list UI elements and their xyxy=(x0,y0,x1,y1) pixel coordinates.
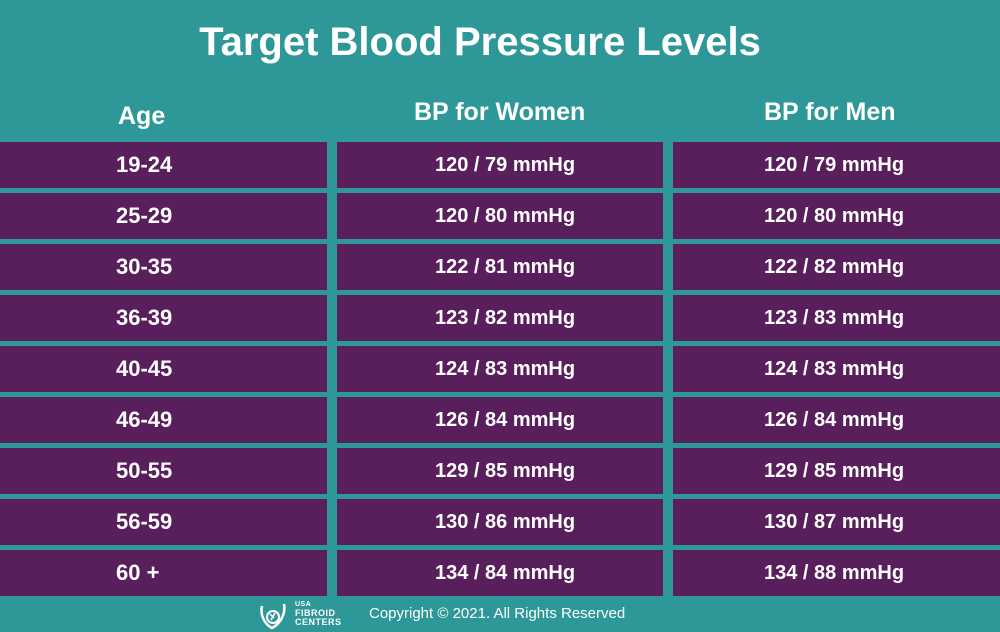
age-cell: 60 + xyxy=(0,550,327,596)
men-bp-cell: 122 / 82 mmHg xyxy=(673,244,1000,290)
age-cell: 56-59 xyxy=(0,499,327,545)
women-bp-cell: 120 / 80 mmHg xyxy=(337,193,663,239)
men-bp-cell: 130 / 87 mmHg xyxy=(673,499,1000,545)
bp-table: 19-24 120 / 79 mmHg 120 / 79 mmHg 25-29 120 … xyxy=(0,142,1000,596)
logo-line-usa: USA xyxy=(295,601,312,608)
logo-mark-icon xyxy=(260,603,286,630)
age-cell: 46-49 xyxy=(0,397,327,443)
table-row: 46-49 126 / 84 mmHg 126 / 84 mmHg xyxy=(0,397,1000,443)
men-bp-cell: 120 / 80 mmHg xyxy=(673,193,1000,239)
table-row: 36-39 123 / 82 mmHg 123 / 83 mmHg xyxy=(0,295,1000,341)
footer: USA FIBROID CENTERS Copyright © 2021. Al… xyxy=(0,596,1000,632)
table-row: 56-59 130 / 86 mmHg 130 / 87 mmHg xyxy=(0,499,1000,545)
age-cell: 50-55 xyxy=(0,448,327,494)
usa-fibroid-centers-logo: USA FIBROID CENTERS xyxy=(258,600,354,630)
table-row: 50-55 129 / 85 mmHg 129 / 85 mmHg xyxy=(0,448,1000,494)
women-bp-cell: 129 / 85 mmHg xyxy=(337,448,663,494)
women-bp-cell: 126 / 84 mmHg xyxy=(337,397,663,443)
women-bp-cell: 122 / 81 mmHg xyxy=(337,244,663,290)
men-bp-cell: 123 / 83 mmHg xyxy=(673,295,1000,341)
logo-text: USA FIBROID CENTERS xyxy=(295,601,342,627)
logo-line-fibroid: FIBROID xyxy=(295,608,336,618)
women-bp-cell: 124 / 83 mmHg xyxy=(337,346,663,392)
men-bp-cell: 124 / 83 mmHg xyxy=(673,346,1000,392)
table-row: 19-24 120 / 79 mmHg 120 / 79 mmHg xyxy=(0,142,1000,188)
women-bp-cell: 120 / 79 mmHg xyxy=(337,142,663,188)
men-bp-cell: 120 / 79 mmHg xyxy=(673,142,1000,188)
copyright-text: Copyright © 2021. All Rights Reserved xyxy=(369,605,626,622)
women-bp-cell: 134 / 84 mmHg xyxy=(337,550,663,596)
age-cell: 19-24 xyxy=(0,142,327,188)
table-row: 30-35 122 / 81 mmHg 122 / 82 mmHg xyxy=(0,244,1000,290)
age-cell: 36-39 xyxy=(0,295,327,341)
page-title: Target Blood Pressure Levels xyxy=(199,20,761,64)
men-bp-cell: 134 / 88 mmHg xyxy=(673,550,1000,596)
column-header-women: BP for Women xyxy=(414,98,586,126)
age-cell: 40-45 xyxy=(0,346,327,392)
age-cell: 30-35 xyxy=(0,244,327,290)
column-header-men: BP for Men xyxy=(764,98,896,126)
logo-line-centers: CENTERS xyxy=(295,617,342,627)
men-bp-cell: 126 / 84 mmHg xyxy=(673,397,1000,443)
table-row: 60 +134 / 84 mmHg 134 / 88 mmHg xyxy=(0,550,1000,596)
women-bp-cell: 130 / 86 mmHg xyxy=(337,499,663,545)
column-header-age: Age xyxy=(118,102,166,130)
age-cell: 25-29 xyxy=(0,193,327,239)
men-bp-cell: 129 / 85 mmHg xyxy=(673,448,1000,494)
table-row: 40-45 124 / 83 mmHg 124 / 83 mmHg xyxy=(0,346,1000,392)
women-bp-cell: 123 / 82 mmHg xyxy=(337,295,663,341)
table-row: 25-29 120 / 80 mmHg 120 / 80 mmHg xyxy=(0,193,1000,239)
